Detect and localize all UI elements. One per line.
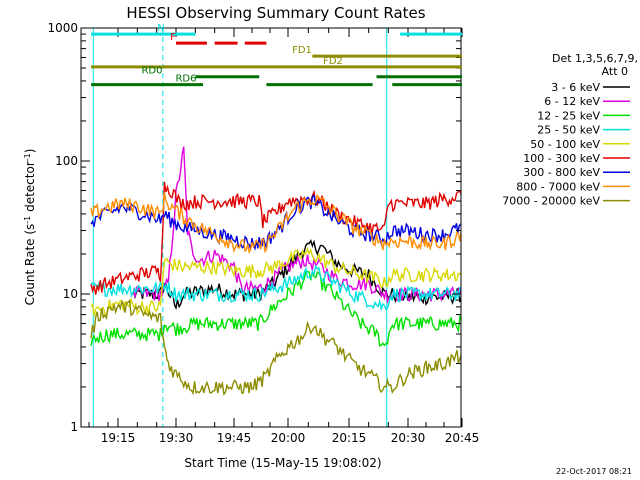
y-axis-label: Count Rate (s-1 detector-1) (23, 149, 38, 306)
x-tick-label: 19:15 (101, 431, 136, 445)
legend-header-line-1: Det 1,3,5,6,7,9, (552, 52, 638, 65)
legend-label-s6: 100 - 300 keV (523, 152, 600, 165)
series-line-s4 (90, 264, 461, 312)
y-tick-label: 1000 (47, 21, 78, 35)
legend-label-s1: 3 - 6 keV (551, 81, 600, 94)
flag-label-f: F (170, 32, 176, 43)
plot-area (90, 28, 461, 427)
series-line-s9 (90, 298, 461, 396)
x-tick-label: 20:30 (391, 431, 426, 445)
legend-label-s7: 300 - 800 keV (523, 166, 600, 179)
y-axis: 1 10 100 1000 (47, 21, 461, 434)
flag-label-rd0: RD0 (141, 66, 162, 77)
legend-header-line-2: Att 0 (602, 65, 628, 78)
x-tick-label: 19:30 (159, 431, 194, 445)
plot-frame (80, 27, 462, 428)
legend-label-s9: 7000 - 20000 keV (502, 195, 600, 208)
series-line-s3 (90, 269, 461, 347)
x-axis-label: Start Time (15-May-15 19:08:02) (184, 456, 381, 470)
series-line-s5 (90, 246, 461, 317)
x-tick-label: 20:45 (445, 431, 480, 445)
legend-label-s3: 12 - 25 keV (537, 109, 600, 122)
x-tick-label: 20:00 (271, 431, 306, 445)
flag-label-n: N (157, 23, 164, 34)
series-line-s6 (90, 181, 461, 295)
flag-label-fd2: FD2 (323, 56, 343, 67)
legend-label-s4: 25 - 50 keV (537, 124, 600, 137)
timestamp-stamp: 22-Oct-2017 08:21 (556, 467, 632, 476)
chart-title: HESSI Observing Summary Count Rates (126, 4, 425, 22)
y-tick-label: 1 (70, 420, 78, 434)
legend-label-s8: 800 - 7000 keV (516, 180, 600, 193)
series-line-s2 (132, 146, 461, 305)
x-axis: 19:15 19:30 19:45 20:00 20:15 20:30 20:45 (88, 28, 480, 445)
x-tick-label: 19:45 (217, 431, 252, 445)
series-line-s8 (90, 192, 461, 255)
y-tick-label: 100 (55, 154, 78, 168)
legend-label-s5: 50 - 100 keV (530, 138, 600, 151)
legend-label-s2: 6 - 12 keV (544, 95, 600, 108)
flag-label-rd6: RD6 (175, 74, 196, 85)
flag-label-fd1: FD1 (292, 45, 312, 56)
y-tick-label: 10 (63, 287, 78, 301)
x-tick-label: 20:15 (332, 431, 367, 445)
